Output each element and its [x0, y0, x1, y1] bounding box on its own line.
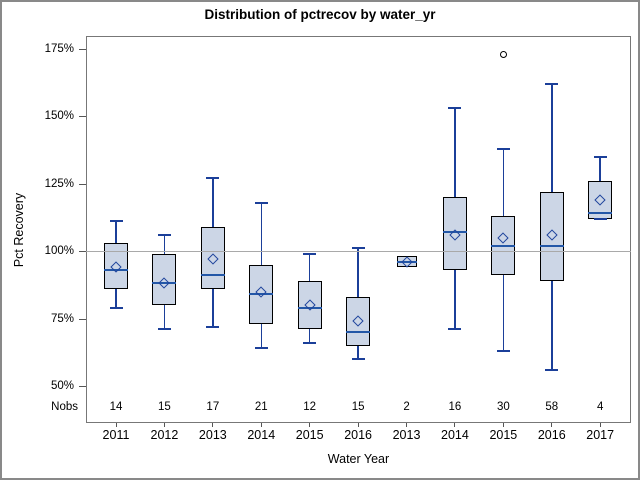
- x-tick-mark: [406, 423, 408, 427]
- median-line: [104, 268, 128, 271]
- x-tick-label: 2012: [150, 428, 179, 442]
- whisker-cap: [448, 328, 462, 331]
- whisker-cap: [351, 358, 365, 361]
- nobs-value: 15: [158, 401, 171, 413]
- whisker-cap: [206, 177, 220, 180]
- whisker-cap: [109, 306, 123, 309]
- y-tick-label: 125%: [44, 177, 74, 190]
- nobs-value: 21: [254, 401, 268, 413]
- y-tick-label: 175%: [44, 42, 74, 55]
- median-line: [539, 244, 564, 247]
- whisker-cap: [109, 220, 123, 223]
- x-tick-label: 2017: [586, 428, 615, 442]
- x-tick-label: 2015: [295, 428, 324, 442]
- box: [152, 253, 177, 306]
- median-line: [249, 293, 274, 296]
- whisker-cap: [593, 217, 607, 220]
- whisker-cap: [206, 325, 220, 328]
- whisker-cap: [448, 107, 462, 110]
- x-tick-mark: [551, 423, 553, 427]
- median-line: [346, 331, 371, 334]
- x-tick-label: 2015: [489, 428, 518, 442]
- y-tick-label: 150%: [44, 110, 74, 123]
- nobs-value: 17: [206, 401, 220, 413]
- nobs-value: 16: [448, 401, 462, 413]
- median-line: [442, 231, 467, 234]
- y-tick-label: 75%: [50, 312, 74, 325]
- nobs-row-label: Nobs: [51, 401, 78, 413]
- y-tick-label: 50%: [50, 380, 74, 393]
- nobs-value: 4: [596, 401, 604, 413]
- x-tick-label: 2016: [537, 428, 566, 442]
- whisker-cap: [545, 82, 559, 85]
- whisker-cap: [254, 347, 268, 350]
- median-line: [396, 260, 417, 263]
- y-tick-mark: [79, 386, 86, 388]
- box: [104, 242, 128, 289]
- x-tick-mark: [309, 423, 311, 427]
- whisker-cap: [254, 201, 268, 204]
- whisker-cap: [157, 328, 171, 331]
- x-tick-mark: [115, 423, 117, 427]
- box: [200, 226, 225, 289]
- box: [346, 296, 371, 346]
- y-tick-mark: [79, 251, 86, 253]
- nobs-value: 14: [109, 401, 123, 413]
- whisker-cap: [303, 341, 317, 344]
- x-tick-mark: [260, 423, 262, 427]
- nobs-value: 12: [303, 401, 317, 413]
- x-tick-label: 2014: [247, 428, 276, 442]
- whisker-cap: [303, 252, 317, 255]
- whisker-cap: [593, 155, 607, 158]
- x-tick-mark: [163, 423, 165, 427]
- x-tick-label: 2011: [102, 428, 130, 442]
- y-tick-label: 100%: [44, 245, 74, 258]
- box: [442, 197, 467, 270]
- x-tick-mark: [599, 423, 601, 427]
- nobs-value: 15: [351, 401, 365, 413]
- y-tick-mark: [79, 318, 86, 320]
- x-tick-mark: [357, 423, 359, 427]
- whisker-cap: [157, 233, 171, 236]
- y-tick-mark: [79, 116, 86, 118]
- box: [539, 191, 564, 281]
- reference-line: [86, 251, 631, 253]
- x-tick-mark: [212, 423, 214, 427]
- chart-title: Distribution of pctrecov by water_yr: [204, 7, 436, 22]
- whisker-cap: [351, 247, 365, 250]
- x-tick-label: 2013: [392, 428, 421, 442]
- x-tick-label: 2016: [344, 428, 372, 442]
- nobs-value: 58: [545, 401, 559, 413]
- median-line: [297, 306, 322, 309]
- x-tick-label: 2014: [441, 428, 469, 442]
- outlier-point: [499, 50, 507, 58]
- nobs-value: 2: [403, 401, 410, 413]
- y-tick-mark: [79, 183, 86, 185]
- median-line: [588, 212, 613, 215]
- median-line: [200, 274, 225, 277]
- x-tick-mark: [454, 423, 456, 427]
- nobs-value: 30: [496, 401, 510, 413]
- x-tick-label: 2013: [198, 428, 227, 442]
- median-line: [152, 282, 177, 285]
- x-axis-title: Water Year: [327, 452, 390, 466]
- median-line: [491, 244, 516, 247]
- box: [297, 280, 322, 330]
- whisker-cap: [545, 368, 559, 371]
- whisker-cap: [496, 147, 510, 150]
- y-tick-mark: [79, 48, 86, 50]
- x-tick-mark: [502, 423, 504, 427]
- whisker-cap: [496, 349, 510, 352]
